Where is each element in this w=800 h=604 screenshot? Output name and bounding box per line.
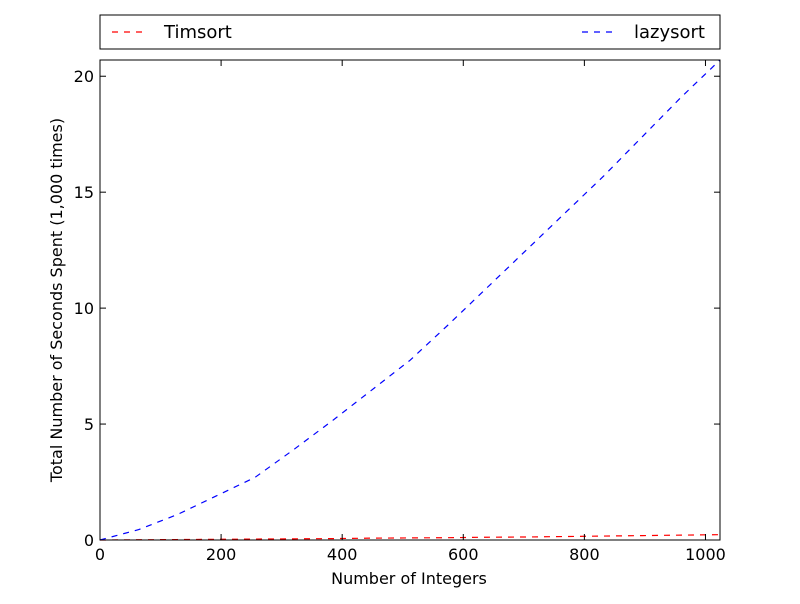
- series-line-timsort: [99, 534, 721, 541]
- plot-frame: [99, 59, 721, 541]
- x-tick-label: 400: [327, 545, 358, 564]
- x-tick-label: 0: [95, 545, 105, 564]
- y-tick-label: 0: [84, 531, 94, 550]
- axes-layer: 0 200 400 600 800 1000 0 5 10 15 20: [74, 59, 726, 564]
- y-tick-label: 20: [74, 67, 94, 86]
- x-tick-label: 1000: [685, 545, 726, 564]
- y-tick-label: 5: [84, 415, 94, 434]
- y-tick-label: 10: [74, 299, 94, 318]
- legend-label-lazysort: lazysort: [634, 22, 705, 43]
- legend: Timsort lazysort: [99, 14, 721, 50]
- x-tick-label: 200: [206, 545, 237, 564]
- legend-box: [99, 14, 721, 50]
- y-axis-label: Total Number of Seconds Spent (1,000 tim…: [47, 118, 66, 483]
- y-tick-label: 15: [74, 183, 94, 202]
- data-layer: [99, 59, 721, 541]
- x-tick-label: 600: [448, 545, 479, 564]
- x-tick-label: 800: [569, 545, 600, 564]
- series-line-lazysort: [99, 59, 721, 541]
- x-axis-label: Number of Integers: [331, 569, 487, 588]
- legend-label-timsort: Timsort: [163, 22, 232, 43]
